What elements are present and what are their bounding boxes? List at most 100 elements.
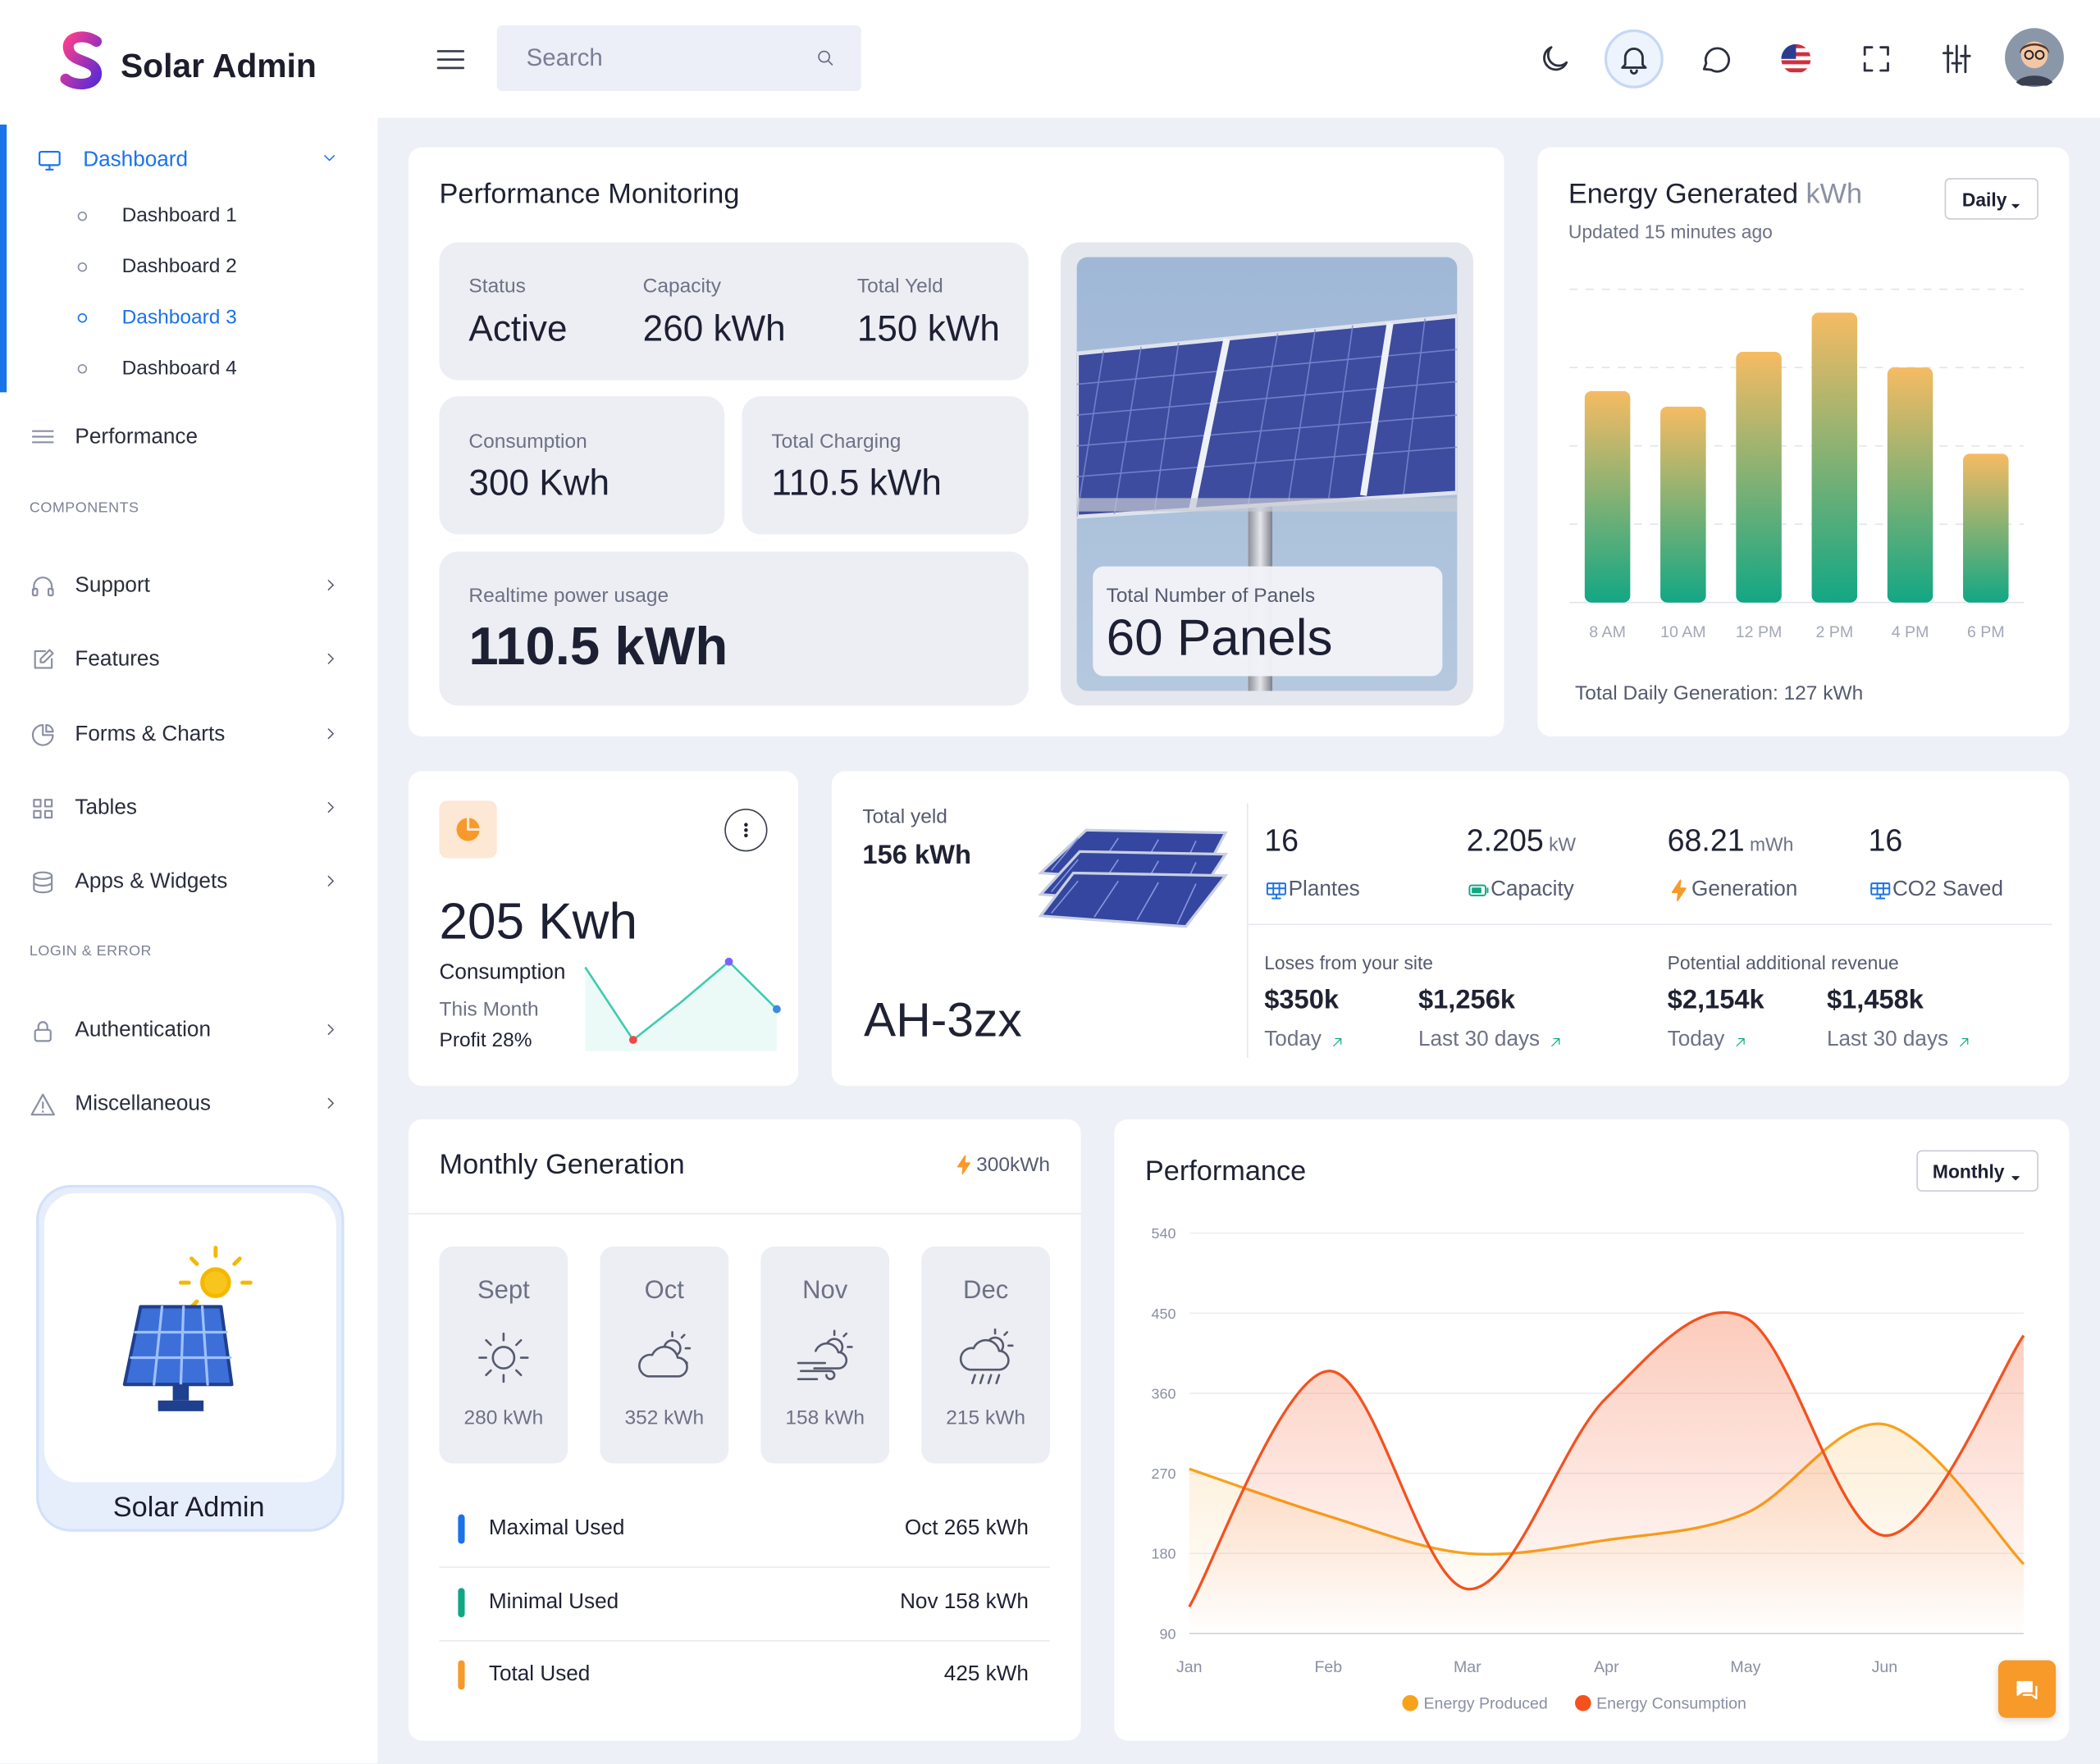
menu-icon-part-part: [43, 799, 53, 808]
filter-label[interactable]: Monthly: [1932, 1160, 2005, 1183]
chevron-right-part: [327, 802, 334, 813]
user-avatar-part-part: [2024, 50, 2034, 60]
bar: [1811, 312, 1858, 603]
stat-tile: [439, 242, 1029, 381]
messages[interactable]: [1698, 42, 1732, 76]
summary-marker: [458, 1514, 465, 1544]
menu-item[interactable]: Performance: [75, 426, 198, 449]
user-avatar-part: [2005, 28, 2064, 88]
yield-stat-icon-part-part: [1472, 887, 1481, 894]
x-tick-label: 10 AM: [1660, 623, 1706, 641]
finance-value: $1,256k: [1418, 985, 1516, 1015]
yield-stat-icon-part-part: [1671, 879, 1687, 901]
filter-label[interactable]: Daily: [1961, 189, 2007, 211]
menu-item[interactable]: Dashboard: [83, 148, 189, 171]
chevron-right: [322, 1020, 340, 1039]
month-value: 215 kWh: [946, 1406, 1025, 1429]
menu-item[interactable]: Forms & Charts: [75, 722, 226, 746]
summary-label: Minimal Used: [488, 1590, 619, 1614]
messages-part: [1702, 47, 1731, 73]
yield-stat-label: CO2 Saved: [1892, 878, 2003, 901]
divider: [439, 1639, 1050, 1642]
logo-mark: [57, 30, 110, 91]
monthly-total: 300kWh: [976, 1153, 1050, 1177]
bar: [1584, 390, 1631, 603]
x-tick-label: 6 PM: [1967, 623, 2005, 641]
menu-icon-part-part: [34, 650, 53, 669]
yield-panels-image: [1037, 819, 1229, 946]
more-dots-part-part: [744, 823, 748, 827]
weather-icon-part-part: [833, 1329, 853, 1348]
promo-solar-icon-part-part-part: [200, 1267, 231, 1298]
notifications-part-part: [1621, 48, 1647, 69]
stat-value: Active: [468, 308, 568, 349]
brand-name: Solar Admin: [120, 47, 317, 85]
submenu-item[interactable]: Dashboard 3: [121, 306, 237, 329]
card-title: Performance Monitoring: [439, 178, 740, 210]
stat-label: Consumption: [468, 430, 587, 454]
menu-icon-part-part: [37, 1021, 48, 1031]
settings-part-part: [1942, 52, 1971, 65]
more-button[interactable]: [724, 809, 768, 852]
menu-item[interactable]: Features: [75, 648, 160, 671]
chevron-right-part-part: [327, 728, 334, 740]
menu-toggle-part: [436, 50, 465, 70]
chevron-right: [322, 650, 340, 668]
chevron-right-part: [327, 1024, 334, 1035]
menu-item[interactable]: Apps & Widgets: [75, 870, 228, 893]
promo-title: Solar Admin: [112, 1492, 265, 1524]
dashboard-icon: [36, 148, 63, 175]
trend-arrow-part: [1332, 1037, 1341, 1047]
menu-item[interactable]: Support: [75, 574, 150, 598]
chart-title-unit: kWh: [1798, 178, 1863, 210]
submenu-item[interactable]: Dashboard 2: [121, 255, 237, 278]
yield-panels-image-part-part: [1038, 871, 1229, 928]
language-flag-part: [1781, 43, 1811, 74]
y-tick-label: 270: [1152, 1465, 1176, 1482]
language-flag-part-part-part: [1781, 43, 1796, 59]
menu-item[interactable]: Authentication: [75, 1019, 211, 1042]
filter-dropdown[interactable]: [1944, 178, 2038, 220]
menu-icon-part: [34, 1021, 52, 1042]
yield-stat-icon-part: [1266, 882, 1286, 900]
x-tick-label: 8 AM: [1589, 623, 1626, 641]
menu-icon-part: [31, 577, 54, 597]
chat-button-icon-part: [2016, 1680, 2038, 1700]
chevron-right: [322, 1094, 340, 1113]
filter-dropdown[interactable]: [1916, 1150, 2038, 1192]
chart-title: Performance: [1144, 1155, 1307, 1187]
menu-item[interactable]: Tables: [75, 796, 137, 820]
settings[interactable]: [1939, 42, 1974, 76]
yield-value: 156 kWh: [862, 841, 971, 871]
caret: [2011, 1166, 2021, 1181]
submenu-item[interactable]: Dashboard 4: [121, 357, 237, 380]
trend-arrow-part-part: [1736, 1037, 1745, 1047]
settings-part-part: [1947, 44, 1967, 74]
language-flag[interactable]: [1780, 43, 1812, 75]
caret-part: [2011, 1176, 2020, 1181]
finance-period: Last 30 days: [1826, 1028, 1949, 1051]
more-dots-part-part: [744, 827, 748, 832]
submenu-item[interactable]: Dashboard 1: [121, 203, 237, 227]
promo-solar-icon-part-part: [158, 1400, 204, 1411]
fullscreen[interactable]: [1859, 42, 1893, 76]
yield-stat-icon: [1467, 878, 1491, 902]
consumption-value: 205 Kwh: [439, 894, 637, 951]
notifications[interactable]: [1617, 42, 1651, 76]
menu-toggle-part-part: [436, 50, 465, 70]
yield-stat-icon-part-part: [1266, 882, 1286, 900]
bullet: [77, 364, 88, 374]
weather-icon-part: [797, 1329, 853, 1380]
yield-stat-value: 16: [1264, 823, 1299, 858]
menu-toggle[interactable]: [434, 43, 468, 76]
weather-icon-part-part: [959, 1338, 1010, 1371]
chevron-right-part: [327, 579, 334, 590]
search-box[interactable]: [496, 25, 861, 92]
user-avatar[interactable]: [2003, 27, 2065, 89]
theme-toggle[interactable]: [1537, 42, 1572, 76]
chevron-right-part-part: [327, 579, 334, 590]
chart-subtitle: Updated 15 minutes ago: [1568, 221, 1773, 243]
menu-item[interactable]: Miscellaneous: [75, 1092, 211, 1115]
consumption-icon-part-part: [467, 816, 482, 831]
